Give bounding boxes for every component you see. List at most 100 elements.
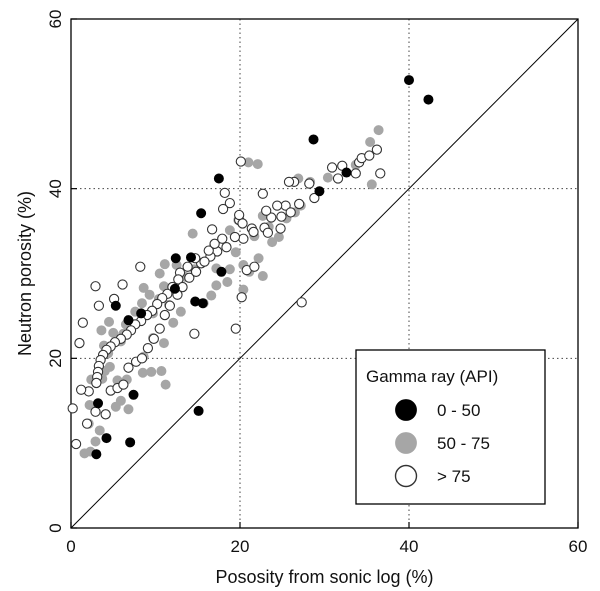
- data-point: [275, 223, 286, 234]
- data-point: [222, 276, 233, 287]
- data-point: [211, 280, 222, 291]
- data-point: [230, 247, 241, 258]
- data-point: [136, 308, 147, 319]
- data-point: [185, 252, 196, 263]
- data-point: [91, 377, 102, 389]
- axis-ticks: 0 20 40 60 0 20 40 60: [46, 10, 587, 556]
- data-point: [169, 283, 180, 294]
- data-point: [90, 406, 101, 417]
- data-point: [423, 94, 434, 105]
- legend-label: 0 - 50: [437, 401, 480, 420]
- data-point: [373, 125, 384, 136]
- data-point: [257, 271, 268, 282]
- data-point: [94, 425, 105, 436]
- data-point: [118, 379, 129, 390]
- data-point: [326, 162, 338, 173]
- data-point: [309, 192, 320, 204]
- data-point: [67, 403, 78, 414]
- legend-marker: [394, 464, 418, 488]
- data-point: [173, 274, 184, 285]
- legend-label: 50 - 75: [437, 434, 490, 453]
- data-point: [217, 233, 228, 244]
- data-point: [77, 317, 88, 328]
- x-tick-label: 40: [400, 537, 419, 556]
- data-point: [154, 323, 165, 334]
- data-point: [144, 289, 155, 300]
- data-point: [74, 337, 85, 349]
- data-point: [93, 300, 105, 311]
- data-point: [365, 137, 376, 148]
- data-point: [135, 261, 146, 272]
- y-tick-label: 20: [46, 349, 65, 368]
- data-point: [276, 211, 287, 222]
- data-point: [136, 298, 147, 309]
- data-point: [283, 176, 295, 188]
- data-point: [108, 327, 119, 338]
- data-point: [332, 173, 344, 184]
- data-point: [235, 156, 246, 167]
- data-point: [142, 343, 154, 354]
- data-point: [262, 227, 274, 238]
- data-point: [229, 231, 241, 243]
- y-axis-title: Neutron porosity (%): [15, 191, 35, 356]
- data-point: [146, 366, 157, 377]
- data-point: [90, 436, 101, 447]
- legend-entries: 0 - 50 50 - 75 > 75: [394, 399, 490, 488]
- data-point: [154, 268, 165, 279]
- y-tick-label: 0: [46, 523, 65, 532]
- data-point: [117, 279, 128, 290]
- data-point: [224, 264, 235, 275]
- data-point: [209, 238, 220, 249]
- data-point: [137, 367, 148, 378]
- data-point: [199, 256, 210, 267]
- x-tick-label: 60: [569, 537, 588, 556]
- data-point: [184, 272, 195, 283]
- data-point: [93, 398, 104, 409]
- data-point: [148, 333, 159, 344]
- data-points: [67, 75, 434, 460]
- data-point: [403, 75, 414, 86]
- data-point: [253, 253, 264, 264]
- data-point: [189, 328, 200, 339]
- data-point: [236, 292, 247, 303]
- data-point: [182, 261, 193, 272]
- data-point: [234, 209, 245, 221]
- data-point: [304, 178, 315, 189]
- legend-title: Gamma ray (API): [366, 367, 498, 386]
- data-point: [206, 224, 218, 235]
- data-point: [168, 317, 179, 328]
- data-point: [81, 418, 93, 429]
- data-point: [101, 433, 112, 444]
- data-point: [267, 237, 278, 248]
- data-point: [308, 134, 319, 145]
- data-point: [341, 167, 352, 178]
- data-point: [110, 300, 121, 311]
- data-point: [125, 437, 136, 448]
- data-point: [248, 226, 259, 238]
- legend: Gamma ray (API) 0 - 50 50 - 75 > 75: [355, 349, 546, 505]
- data-point: [156, 366, 167, 377]
- data-point: [170, 253, 181, 264]
- data-point: [159, 259, 170, 270]
- data-point: [175, 306, 186, 317]
- data-point: [371, 144, 383, 155]
- data-point: [206, 290, 217, 301]
- data-point: [217, 203, 229, 215]
- data-point: [75, 384, 87, 395]
- data-point: [136, 353, 148, 364]
- data-point: [203, 245, 214, 256]
- data-point: [375, 168, 386, 179]
- data-point: [293, 198, 305, 210]
- data-point: [197, 298, 208, 309]
- data-point: [252, 159, 263, 170]
- data-point: [100, 409, 111, 420]
- data-point: [272, 200, 283, 211]
- identity-reference-line: [70, 18, 579, 529]
- legend-marker: [395, 399, 417, 421]
- legend-marker: [395, 432, 417, 454]
- x-tick-label: 0: [66, 537, 75, 556]
- data-point: [158, 338, 169, 349]
- legend-label: > 75: [437, 467, 471, 486]
- data-point: [196, 208, 207, 219]
- data-point: [123, 315, 134, 326]
